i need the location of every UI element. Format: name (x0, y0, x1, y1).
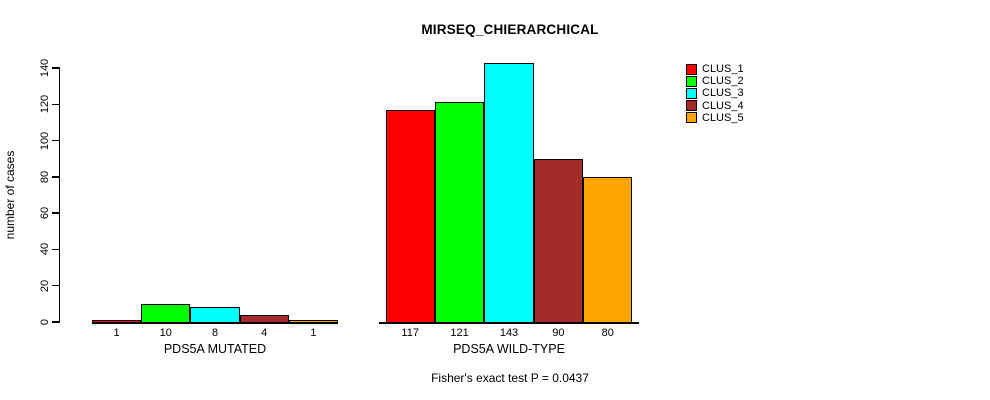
bar-clus_3 (190, 307, 240, 323)
bar-clus_5 (583, 176, 633, 323)
y-tick-label: 0 (39, 318, 51, 326)
legend-item: CLUS_5 (686, 112, 744, 124)
bar-value-label: 143 (499, 327, 519, 339)
y-tick-label: 120 (39, 95, 51, 114)
bar-value-label: 117 (401, 327, 419, 339)
bar-value-label: 1 (310, 327, 317, 339)
legend-item: CLUS_2 (686, 75, 744, 87)
legend-swatch-clus_4 (686, 100, 697, 112)
y-tick-label: 60 (39, 207, 51, 220)
legend-swatch-clus_2 (686, 75, 697, 87)
legend-swatch-clus_1 (686, 63, 697, 75)
y-tick-mark (52, 139, 60, 142)
bar-clus_2 (141, 303, 191, 323)
legend-item: CLUS_3 (686, 87, 744, 99)
y-tick-label: 100 (39, 131, 51, 150)
y-tick-label: 140 (39, 58, 51, 78)
legend: CLUS_1 CLUS_2 CLUS_3 CLUS_4 CLUS_5 (686, 63, 744, 124)
y-tick-label: 40 (39, 243, 51, 256)
group-label: PDS5A WILD-TYPE (453, 342, 565, 356)
legend-item: CLUS_1 (686, 63, 744, 75)
y-tick-mark (52, 284, 60, 287)
y-axis-label: number of cases (3, 150, 17, 240)
bar-clus_5 (288, 320, 338, 323)
bar-value-label: 121 (450, 327, 469, 339)
y-tick-mark (52, 321, 60, 323)
y-tick-mark (52, 67, 60, 69)
y-tick-mark (52, 212, 60, 214)
y-tick-label: 20 (39, 279, 51, 292)
bar-value-label: 10 (159, 327, 172, 339)
y-tick-mark (52, 248, 60, 251)
y-tick-mark (52, 103, 60, 106)
bar-value-label: 4 (261, 327, 268, 339)
y-tick-mark (52, 176, 60, 178)
legend-label: CLUS_3 (702, 87, 744, 100)
chart-title: MIRSEQ_CHIERARCHICAL (421, 22, 599, 37)
legend-label: CLUS_4 (702, 99, 744, 112)
legend-swatch-clus_5 (686, 112, 697, 124)
bar-clus_2 (434, 102, 485, 323)
bar-clus_1 (385, 109, 435, 323)
bar-value-label: 1 (113, 327, 120, 339)
legend-item: CLUS_4 (686, 100, 744, 112)
group-label: PDS5A MUTATED (163, 342, 267, 356)
legend-swatch-clus_3 (686, 87, 697, 99)
annotation-text: Fisher's exact test P = 0.0437 (431, 371, 589, 385)
bar-clus_4 (239, 314, 289, 323)
y-tick-label: 80 (39, 170, 51, 183)
bar-value-label: 80 (601, 327, 614, 339)
y-axis-line (58, 67, 60, 323)
legend-label: CLUS_5 (702, 111, 744, 124)
bar-clus_3 (484, 62, 534, 323)
bar-clus_1 (92, 320, 142, 323)
legend-label: CLUS_2 (702, 75, 744, 88)
bar-value-label: 90 (552, 327, 565, 339)
legend-label: CLUS_1 (702, 63, 744, 76)
bar-value-label: 8 (211, 327, 219, 339)
bar-clus_4 (533, 158, 584, 323)
